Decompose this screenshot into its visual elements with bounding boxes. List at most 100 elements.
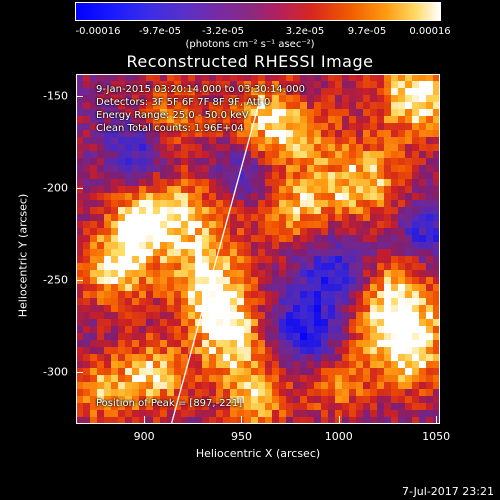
heatmap-cell: [342, 375, 350, 383]
heatmap-cell: [251, 172, 259, 180]
heatmap-cell: [426, 396, 434, 404]
heatmap-cell: [286, 235, 294, 243]
heatmap-cell: [181, 200, 189, 208]
heatmap-cell: [307, 123, 315, 131]
heatmap-cell: [160, 158, 168, 166]
heatmap-cell: [412, 144, 420, 152]
heatmap-cell: [167, 256, 175, 264]
heatmap-cell: [272, 389, 280, 397]
heatmap-cell: [132, 158, 140, 166]
heatmap-cell: [307, 263, 315, 271]
heatmap-cell: [76, 270, 84, 278]
heatmap-cell: [202, 298, 210, 306]
heatmap-cell: [398, 207, 406, 215]
heatmap-cell: [153, 312, 161, 320]
heatmap-cell: [293, 277, 301, 285]
heatmap-cell: [279, 347, 287, 355]
heatmap-cell: [181, 382, 189, 390]
heatmap-cell: [391, 172, 399, 180]
heatmap-cell: [314, 193, 322, 201]
heatmap-cell: [118, 277, 126, 285]
heatmap-cell: [251, 109, 259, 117]
heatmap-cell: [139, 354, 147, 362]
heatmap-cell: [349, 291, 357, 299]
heatmap-cell: [307, 242, 315, 250]
heatmap-cell: [335, 270, 343, 278]
heatmap-cell: [419, 340, 427, 348]
heatmap-cell: [188, 214, 196, 222]
heatmap-cell: [118, 200, 126, 208]
heatmap-cell: [349, 256, 357, 264]
heatmap-cell: [328, 256, 336, 264]
heatmap-cell: [146, 270, 154, 278]
heatmap-cell: [356, 95, 364, 103]
heatmap-cell: [132, 389, 140, 397]
heatmap-cell: [104, 333, 112, 341]
heatmap-cell: [104, 312, 112, 320]
heatmap-cell: [83, 235, 91, 243]
heatmap-cell: [370, 242, 378, 250]
heatmap-cell: [174, 340, 182, 348]
heatmap-cell: [76, 396, 84, 404]
heatmap-cell: [335, 389, 343, 397]
heatmap-cell: [223, 403, 231, 411]
heatmap-cell: [90, 333, 98, 341]
heatmap-cell: [258, 95, 266, 103]
heatmap-cell: [300, 326, 308, 334]
heatmap-cell: [321, 186, 329, 194]
heatmap-cell: [328, 417, 336, 424]
heatmap-cell: [433, 214, 440, 222]
heatmap-cell: [132, 382, 140, 390]
heatmap-cell: [195, 144, 203, 152]
heatmap-cell: [293, 186, 301, 194]
heatmap-cell: [293, 256, 301, 264]
heatmap-cell: [363, 249, 371, 257]
heatmap-cell: [118, 396, 126, 404]
heatmap-cell: [202, 137, 210, 145]
heatmap-cell: [426, 354, 434, 362]
heatmap-cell: [216, 340, 224, 348]
heatmap-cell: [335, 263, 343, 271]
heatmap-cell: [377, 165, 385, 173]
heatmap-cell: [251, 340, 259, 348]
heatmap-cell: [307, 312, 315, 320]
heatmap-cell: [272, 368, 280, 376]
heatmap-cell: [237, 102, 245, 110]
heatmap-cell: [265, 270, 273, 278]
heatmap-cell: [307, 109, 315, 117]
heatmap-cell: [237, 312, 245, 320]
heatmap-cell: [223, 221, 231, 229]
heatmap-cell: [286, 81, 294, 89]
heatmap-cell: [419, 347, 427, 355]
heatmap-cell: [398, 88, 406, 96]
heatmap-cell: [223, 249, 231, 257]
heatmap-cell: [307, 151, 315, 159]
heatmap-cell: [314, 151, 322, 159]
heatmap-cell: [433, 410, 440, 418]
heatmap-cell: [265, 214, 273, 222]
heatmap-cell: [377, 333, 385, 341]
heatmap-cell: [433, 263, 440, 271]
heatmap-cell: [419, 158, 427, 166]
heatmap-cell: [363, 403, 371, 411]
heatmap-cell: [76, 326, 84, 334]
heatmap-cell: [174, 151, 182, 159]
heatmap-cell: [125, 102, 133, 110]
heatmap-cell: [335, 95, 343, 103]
heatmap-cell: [174, 123, 182, 131]
heatmap-cell: [216, 312, 224, 320]
heatmap-cell: [433, 403, 440, 411]
heatmap-cell: [286, 340, 294, 348]
heatmap-cell: [335, 298, 343, 306]
heatmap-cell: [349, 298, 357, 306]
heatmap-cell: [342, 347, 350, 355]
heatmap-cell: [370, 396, 378, 404]
heatmap-cell: [76, 410, 84, 418]
heatmap-cell: [391, 179, 399, 187]
heatmap-cell: [111, 249, 119, 257]
heatmap-cell: [293, 74, 301, 82]
heatmap-cell: [258, 291, 266, 299]
heatmap-cell: [90, 123, 98, 131]
heatmap-cell: [223, 186, 231, 194]
heatmap-cell: [230, 102, 238, 110]
